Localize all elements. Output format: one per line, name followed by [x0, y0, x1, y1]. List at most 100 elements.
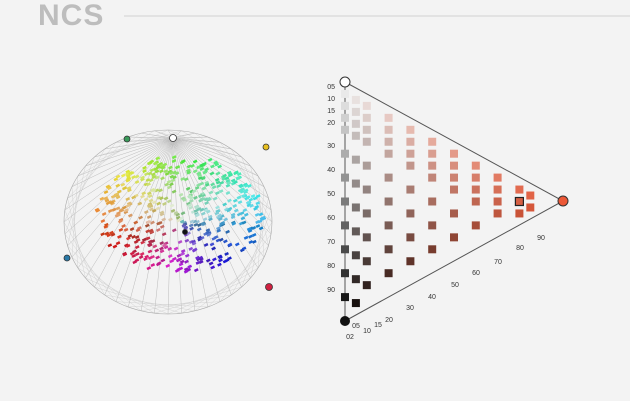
chromaticness-label: 70	[494, 259, 502, 266]
color-chip	[163, 245, 169, 250]
color-chip	[180, 177, 185, 181]
color-chip	[341, 173, 349, 182]
color-chip	[189, 226, 194, 231]
color-chip	[174, 171, 180, 176]
color-chip	[428, 149, 437, 158]
color-chip	[245, 200, 251, 205]
color-chip	[146, 203, 152, 208]
color-chip	[341, 221, 349, 230]
color-chip	[242, 208, 248, 213]
color-chip	[428, 161, 437, 170]
color-chip	[218, 217, 223, 222]
color-chip	[140, 240, 146, 245]
color-chip	[215, 191, 220, 196]
color-chip	[117, 234, 122, 239]
color-chip	[240, 216, 246, 221]
color-chip	[122, 252, 128, 257]
color-chip	[112, 244, 118, 249]
color-chip	[169, 170, 174, 175]
color-chip	[222, 173, 227, 178]
color-chip	[173, 210, 179, 215]
color-chip	[168, 165, 173, 170]
color-chip	[183, 267, 189, 272]
color-chip	[450, 185, 458, 194]
color-chip	[134, 174, 140, 179]
color-chip	[251, 226, 257, 230]
color-chip	[406, 257, 415, 266]
wire	[104, 132, 195, 150]
color-chip	[493, 209, 502, 218]
color-chip	[227, 242, 233, 247]
color-chip	[169, 174, 175, 179]
color-chip	[341, 293, 349, 302]
color-chip	[129, 171, 135, 176]
color-chip	[227, 198, 232, 203]
color-chip	[179, 259, 185, 264]
color-chip	[124, 208, 129, 213]
color-chip	[218, 237, 224, 242]
color-chip	[134, 235, 140, 240]
color-chip	[178, 192, 184, 197]
color-chip	[101, 212, 107, 216]
color-chip	[223, 239, 228, 244]
color-chip	[208, 217, 213, 222]
color-chip	[160, 176, 165, 181]
wire	[64, 209, 95, 288]
logo: NCS	[38, 0, 104, 32]
color-chip	[115, 195, 121, 200]
chromaticness-label: 10	[363, 328, 371, 335]
color-chip	[99, 196, 105, 201]
color-chip	[341, 113, 349, 122]
color-chip	[471, 173, 480, 182]
color-chip	[236, 212, 242, 217]
wire	[172, 137, 259, 177]
wire	[141, 294, 232, 312]
color-chip	[241, 193, 246, 198]
color-chip	[182, 197, 187, 202]
wire	[71, 132, 142, 187]
color-chip	[384, 221, 393, 230]
color-chip	[216, 183, 222, 188]
color-chip	[216, 226, 221, 231]
blackness-label: 80	[327, 263, 335, 270]
color-chip	[176, 218, 182, 223]
color-chip	[104, 198, 110, 203]
color-chip	[247, 228, 253, 233]
color-chip	[216, 228, 222, 233]
color-chip	[237, 200, 243, 205]
chromaticness-label: 15	[374, 322, 382, 329]
color-chip	[162, 162, 168, 167]
color-chip	[252, 196, 258, 201]
color-chip	[120, 182, 126, 187]
color-chip	[222, 202, 228, 207]
color-chip	[162, 243, 167, 248]
color-chip	[217, 262, 222, 267]
color-chip	[109, 200, 115, 205]
color-chip	[362, 257, 371, 266]
color-chip	[187, 203, 193, 208]
color-chip	[186, 170, 192, 175]
color-chip	[107, 208, 113, 213]
color-chip	[214, 177, 220, 182]
black-pole	[340, 316, 350, 326]
color-chip	[150, 220, 155, 225]
color-chip	[159, 212, 165, 217]
wire	[172, 137, 265, 188]
color-chip	[150, 172, 156, 177]
pole	[63, 254, 71, 262]
color-chip	[203, 242, 209, 247]
white-pole	[339, 76, 351, 88]
color-chip	[362, 281, 371, 290]
color-chip	[246, 203, 252, 208]
color-chip	[493, 197, 502, 206]
color-chip	[406, 125, 415, 134]
color-chip	[138, 255, 144, 260]
wire	[115, 136, 208, 143]
color-chip	[103, 196, 109, 201]
wire	[172, 137, 232, 150]
color-chip	[255, 201, 261, 206]
color-chip	[161, 232, 167, 237]
wire	[63, 221, 105, 296]
color-chip	[177, 240, 183, 244]
color-chip	[192, 248, 197, 253]
